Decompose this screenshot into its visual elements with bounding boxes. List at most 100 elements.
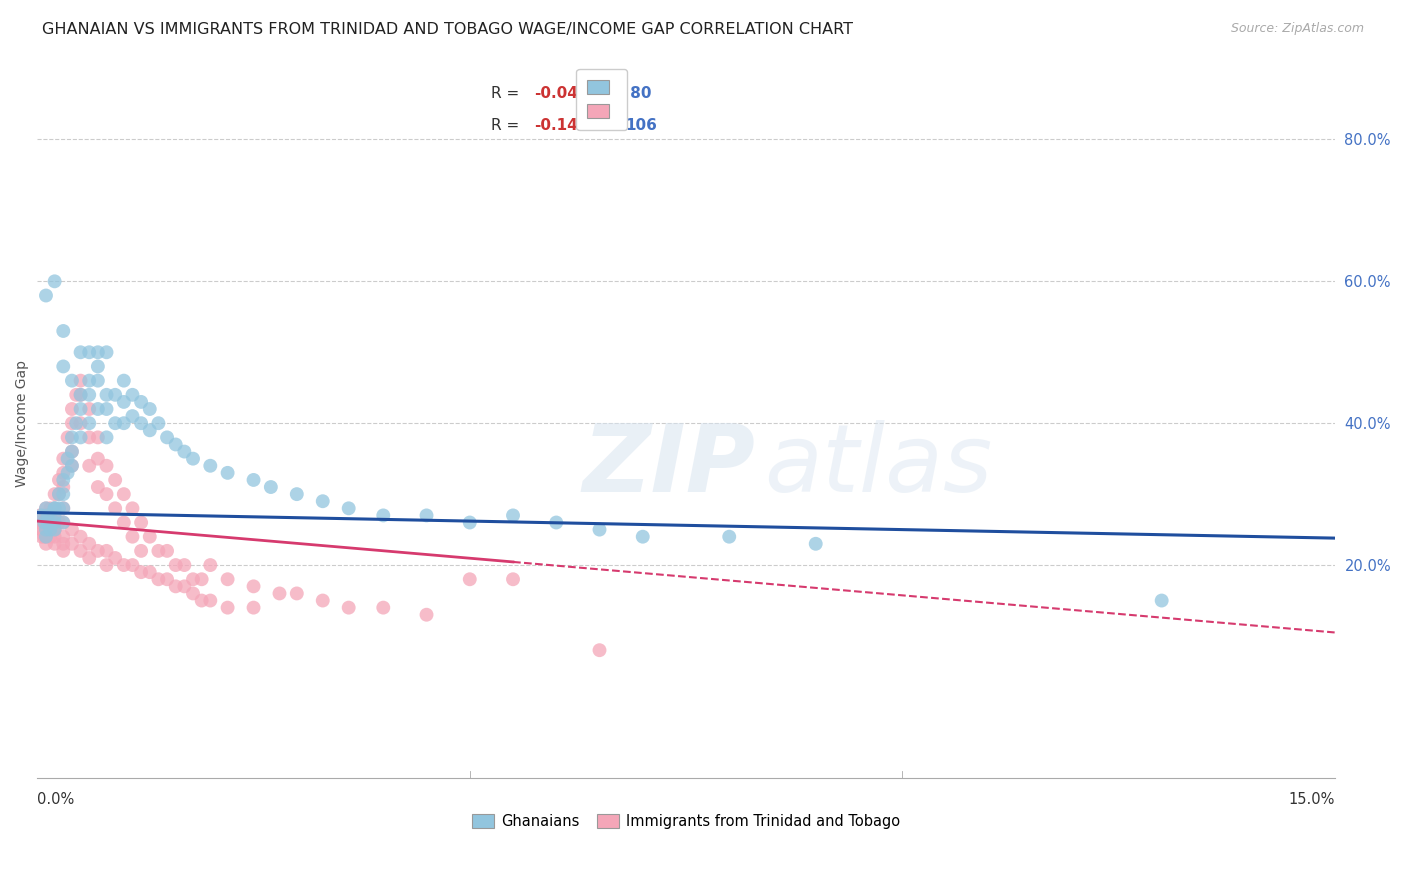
Point — [48, 487, 70, 501]
Point — [52, 537, 75, 551]
Point — [77, 388, 100, 402]
Point — [37, 508, 59, 523]
Point — [77, 345, 100, 359]
Point — [44, 516, 66, 530]
Point — [69, 544, 91, 558]
Point — [804, 537, 827, 551]
Point — [502, 572, 524, 586]
Point — [77, 551, 100, 566]
Point — [200, 458, 222, 473]
Point — [31, 530, 53, 544]
Point — [96, 458, 118, 473]
Point — [546, 516, 568, 530]
Point — [52, 451, 75, 466]
Point — [77, 458, 100, 473]
Point — [39, 516, 62, 530]
Point — [35, 516, 58, 530]
Point — [181, 586, 204, 600]
Point — [190, 572, 212, 586]
Point — [104, 388, 127, 402]
Point — [32, 516, 55, 530]
Point — [44, 501, 66, 516]
Point — [60, 402, 83, 417]
Text: ZIP: ZIP — [582, 420, 755, 512]
Point — [31, 508, 53, 523]
Point — [121, 501, 143, 516]
Point — [181, 451, 204, 466]
Point — [60, 458, 83, 473]
Text: 80: 80 — [626, 86, 651, 101]
Point — [60, 374, 83, 388]
Point — [31, 523, 53, 537]
Point — [502, 508, 524, 523]
Point — [139, 565, 162, 579]
Point — [35, 530, 58, 544]
Point — [69, 388, 91, 402]
Point — [39, 508, 62, 523]
Text: 0.0%: 0.0% — [38, 792, 75, 807]
Point — [48, 487, 70, 501]
Point — [104, 416, 127, 430]
Point — [69, 530, 91, 544]
Point — [77, 402, 100, 417]
Point — [104, 473, 127, 487]
Point — [148, 544, 170, 558]
Point — [35, 288, 58, 302]
Point — [39, 523, 62, 537]
Point — [156, 430, 179, 444]
Point — [631, 530, 654, 544]
Point — [56, 466, 79, 480]
Point — [285, 487, 308, 501]
Point — [44, 516, 66, 530]
Point — [181, 572, 204, 586]
Point — [588, 523, 610, 537]
Point — [60, 430, 83, 444]
Point — [87, 430, 110, 444]
Point — [312, 494, 335, 508]
Point — [139, 423, 162, 437]
Point — [87, 480, 110, 494]
Point — [129, 544, 152, 558]
Point — [104, 551, 127, 566]
Point — [96, 402, 118, 417]
Point — [190, 593, 212, 607]
Point — [112, 416, 135, 430]
Point — [173, 558, 195, 572]
Point — [52, 480, 75, 494]
Point — [28, 516, 51, 530]
Point — [96, 388, 118, 402]
Point — [69, 388, 91, 402]
Point — [269, 586, 291, 600]
Point — [37, 516, 59, 530]
Point — [96, 544, 118, 558]
Text: N=: N= — [599, 118, 623, 133]
Point — [217, 572, 239, 586]
Point — [139, 402, 162, 417]
Point — [35, 501, 58, 516]
Point — [52, 501, 75, 516]
Point — [458, 516, 481, 530]
Point — [242, 473, 264, 487]
Point — [1150, 593, 1173, 607]
Point — [44, 274, 66, 288]
Point — [129, 565, 152, 579]
Point — [373, 600, 395, 615]
Point — [39, 501, 62, 516]
Point — [60, 416, 83, 430]
Point — [156, 544, 179, 558]
Point — [285, 586, 308, 600]
Point — [87, 359, 110, 374]
Point — [104, 501, 127, 516]
Point — [139, 530, 162, 544]
Point — [87, 402, 110, 417]
Point — [32, 530, 55, 544]
Point — [35, 523, 58, 537]
Point — [312, 593, 335, 607]
Point — [44, 487, 66, 501]
Point — [129, 416, 152, 430]
Point — [173, 444, 195, 458]
Point — [48, 473, 70, 487]
Point — [52, 530, 75, 544]
Point — [415, 508, 437, 523]
Point — [44, 523, 66, 537]
